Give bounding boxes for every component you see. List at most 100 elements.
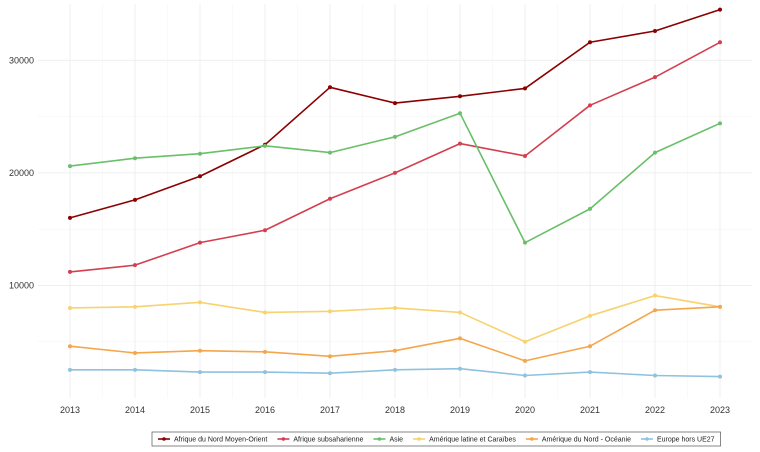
- data-point: [263, 228, 267, 233]
- legend-key-point: [377, 437, 382, 441]
- legend-key-point: [162, 437, 166, 441]
- series-6: [68, 366, 722, 379]
- legend-item: Amérique du Nord - Océanie: [525, 437, 631, 444]
- data-point: [523, 86, 527, 91]
- legend-key-point: [530, 437, 534, 441]
- legend-item: Asie: [373, 437, 403, 444]
- x-tick-label: 2016: [255, 405, 275, 415]
- data-point: [198, 174, 202, 179]
- data-point: [68, 215, 72, 220]
- x-tick-label: 2023: [710, 405, 730, 415]
- x-tick-label: 2019: [450, 405, 470, 415]
- data-point: [523, 339, 527, 344]
- data-point: [653, 75, 657, 80]
- x-tick-label: 2022: [645, 405, 665, 415]
- data-point: [133, 197, 137, 202]
- data-point: [133, 156, 137, 161]
- data-point: [393, 367, 397, 372]
- data-point: [133, 263, 137, 268]
- x-tick-label: 2021: [580, 405, 600, 415]
- legend-label: Amérique du Nord - Océanie: [542, 437, 631, 444]
- legend-item: Europe hors UE27: [640, 437, 715, 444]
- data-point: [198, 370, 202, 375]
- data-point: [653, 29, 657, 34]
- data-point: [458, 310, 462, 315]
- data-point: [458, 111, 462, 116]
- data-point: [133, 367, 137, 372]
- data-point: [263, 349, 267, 354]
- data-point: [198, 240, 202, 245]
- legend-label: Europe hors UE27: [657, 437, 715, 444]
- x-tick-label: 2018: [385, 405, 405, 415]
- data-point: [393, 305, 397, 310]
- data-point: [653, 373, 657, 378]
- data-point: [328, 150, 332, 155]
- data-point: [198, 151, 202, 156]
- data-point: [328, 196, 332, 201]
- data-point: [263, 310, 267, 315]
- data-point: [718, 40, 722, 45]
- data-point: [68, 344, 72, 349]
- data-point: [523, 153, 527, 158]
- data-point: [718, 374, 722, 379]
- data-point: [653, 308, 657, 313]
- legend-label: Afrique subsaharienne: [293, 437, 363, 444]
- data-point: [328, 371, 332, 376]
- data-point: [718, 304, 722, 309]
- data-point: [393, 348, 397, 353]
- data-point: [263, 143, 267, 148]
- legend-key-point: [417, 437, 421, 441]
- y-tick-label: 10000: [9, 280, 34, 290]
- data-point: [263, 370, 267, 375]
- grid: [38, 4, 752, 398]
- legend-item: Afrique subsaharienne: [277, 437, 364, 444]
- legend: Afrique du Nord Moyen-Orient Afrique subs…: [151, 431, 721, 447]
- data-point: [588, 370, 592, 375]
- legend-label: Asie: [389, 437, 403, 444]
- data-point: [133, 350, 137, 355]
- data-point: [588, 206, 592, 211]
- series-5: [68, 304, 722, 363]
- series-3: [68, 111, 722, 245]
- y-tick-label: 30000: [9, 55, 34, 65]
- data-point: [328, 354, 332, 359]
- legend-label: Afrique du Nord Moyen-Orient: [174, 437, 267, 444]
- data-point: [588, 103, 592, 108]
- series-1: [68, 7, 722, 220]
- data-point: [198, 348, 202, 353]
- data-point: [588, 344, 592, 349]
- y-axis: 10000 20000 30000: [9, 55, 34, 290]
- data-point: [68, 305, 72, 310]
- legend-key-point: [645, 437, 649, 441]
- legend-label: Amérique latine et Caraïbes: [429, 437, 516, 444]
- x-axis: 2013 2014 2015 2016 2017 2018 2019 2020 2021 2022…: [60, 405, 730, 415]
- data-point: [68, 367, 72, 372]
- legend-item: Afrique du Nord Moyen-Orient: [158, 437, 267, 444]
- data-point: [523, 373, 527, 378]
- series-lines: [68, 7, 722, 379]
- data-point: [458, 94, 462, 99]
- data-point: [523, 358, 527, 363]
- data-point: [653, 293, 657, 298]
- series-2: [68, 40, 722, 274]
- x-tick-label: 2020: [515, 405, 535, 415]
- data-point: [523, 240, 527, 245]
- x-tick-label: 2014: [125, 405, 145, 415]
- legend-key-point: [281, 437, 286, 441]
- data-point: [328, 85, 332, 90]
- data-point: [718, 121, 722, 126]
- y-tick-label: 20000: [9, 168, 34, 178]
- data-point: [68, 269, 72, 274]
- data-point: [588, 313, 592, 318]
- data-point: [393, 170, 397, 175]
- data-point: [328, 309, 332, 314]
- data-point: [133, 304, 137, 309]
- data-point: [393, 134, 397, 139]
- x-tick-label: 2013: [60, 405, 80, 415]
- x-tick-label: 2017: [320, 405, 340, 415]
- data-point: [458, 366, 462, 371]
- data-point: [718, 7, 722, 12]
- data-point: [198, 300, 202, 305]
